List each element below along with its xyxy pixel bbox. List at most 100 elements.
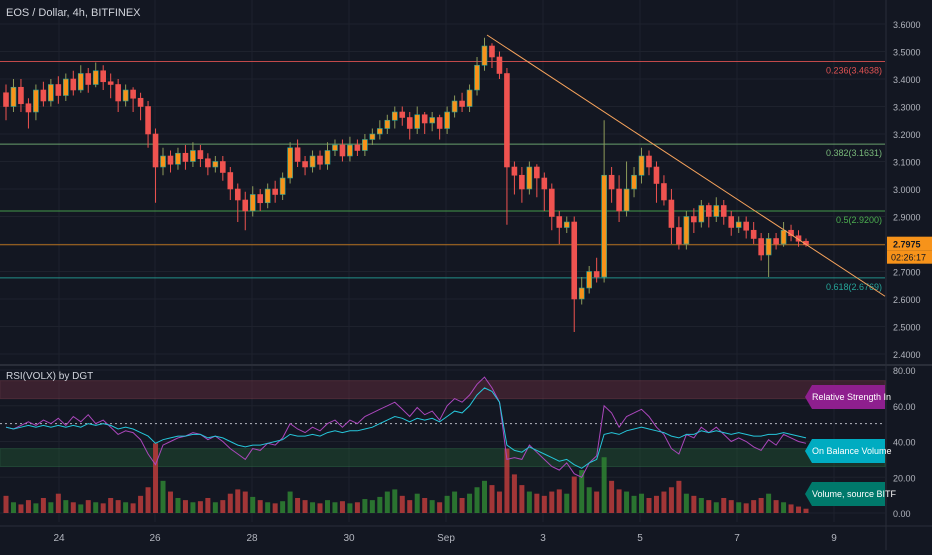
candle — [511, 161, 518, 195]
volume-bar — [601, 457, 607, 513]
candle — [63, 73, 69, 101]
candle — [436, 114, 443, 140]
candle — [728, 211, 735, 236]
candle-body — [735, 221, 742, 228]
time-tick-label: 5 — [637, 533, 643, 544]
candle — [676, 216, 682, 250]
candle-body — [354, 144, 361, 151]
indicator-tag: On Balance Volume — [805, 439, 892, 463]
candle — [706, 202, 712, 228]
candle-body — [504, 73, 510, 168]
volume-bar — [384, 491, 390, 513]
candle-body — [339, 144, 346, 157]
volume-bar — [496, 491, 502, 513]
candle-body — [369, 133, 376, 140]
candle — [668, 189, 675, 244]
candle — [631, 167, 637, 198]
candle-body — [242, 199, 249, 212]
candle-body — [661, 183, 667, 201]
volume-bar — [758, 497, 764, 513]
candle — [33, 84, 39, 121]
indicator-tick-label: 0.00 — [893, 509, 911, 519]
rsi-line — [5, 376, 807, 478]
volume-bar — [362, 499, 368, 513]
candle — [107, 73, 114, 99]
candle — [758, 233, 764, 261]
volume-bar — [399, 495, 405, 513]
volume-bar — [85, 500, 91, 513]
candle — [249, 186, 256, 217]
price-tick-label: 2.5000 — [893, 323, 921, 333]
candle-body — [85, 73, 92, 85]
volume-bar — [235, 489, 241, 513]
candle-body — [706, 205, 712, 217]
candle — [661, 175, 667, 206]
candle — [347, 136, 353, 162]
candle-body — [421, 114, 428, 124]
candle — [122, 84, 129, 107]
indicator-tag-bg — [805, 439, 885, 463]
candle-body — [399, 111, 406, 118]
candle — [48, 79, 54, 107]
candle — [601, 120, 607, 283]
candle-body — [646, 155, 652, 168]
candle — [55, 76, 62, 104]
candle-body — [182, 152, 189, 162]
candle-body — [444, 111, 450, 129]
candle-body — [302, 161, 308, 168]
candle — [197, 145, 204, 167]
volume-bar — [743, 503, 749, 513]
volume-bar — [392, 489, 398, 513]
volume-bar — [115, 500, 121, 513]
candle — [720, 200, 727, 225]
volume-bar — [40, 497, 46, 513]
candle — [257, 189, 264, 211]
volume-bar — [474, 487, 480, 513]
candle — [130, 87, 136, 112]
candle — [377, 120, 383, 140]
volume-bar — [444, 495, 450, 513]
volume-bar — [145, 487, 151, 513]
candle — [220, 156, 226, 181]
candle-body — [25, 103, 32, 113]
volume-bar — [676, 480, 682, 513]
fib-level-label: 0.618(2.6769) — [826, 282, 882, 292]
volume-bar — [377, 496, 383, 513]
volume-bar — [167, 491, 173, 513]
candle-body — [70, 78, 77, 91]
candle — [384, 114, 391, 134]
candle — [474, 57, 480, 96]
candle — [287, 142, 293, 184]
candle-body — [33, 89, 39, 113]
candle-body — [130, 89, 136, 99]
candle-body — [115, 84, 121, 102]
candle — [414, 106, 421, 134]
candle — [489, 43, 495, 68]
volume-bar — [579, 470, 585, 513]
candle — [85, 68, 92, 93]
candle-body — [309, 155, 316, 168]
price-tick-label: 2.4000 — [893, 350, 921, 360]
candle — [504, 68, 510, 225]
candle-body — [578, 287, 585, 300]
candle — [302, 156, 308, 176]
volume-bar — [18, 504, 24, 513]
candle-body — [489, 45, 495, 58]
candle-body — [227, 172, 234, 190]
candle-body — [205, 158, 211, 168]
countdown-text: 02:26:17 — [891, 253, 926, 263]
price-tick-label: 3.0000 — [893, 185, 921, 195]
volume-bar — [511, 474, 517, 513]
candle-body — [234, 188, 241, 201]
candle — [466, 84, 473, 112]
indicator-tag-label: Volume, source BITF — [812, 489, 897, 499]
price-tick-label: 2.9000 — [893, 213, 921, 223]
candle-body — [698, 205, 705, 223]
candle — [212, 156, 219, 173]
candle-body — [750, 229, 757, 239]
volume-bar — [332, 502, 338, 513]
candle — [332, 139, 338, 156]
volume-bar — [130, 503, 136, 513]
candle — [691, 208, 697, 233]
price-tick-label: 3.6000 — [893, 20, 921, 30]
